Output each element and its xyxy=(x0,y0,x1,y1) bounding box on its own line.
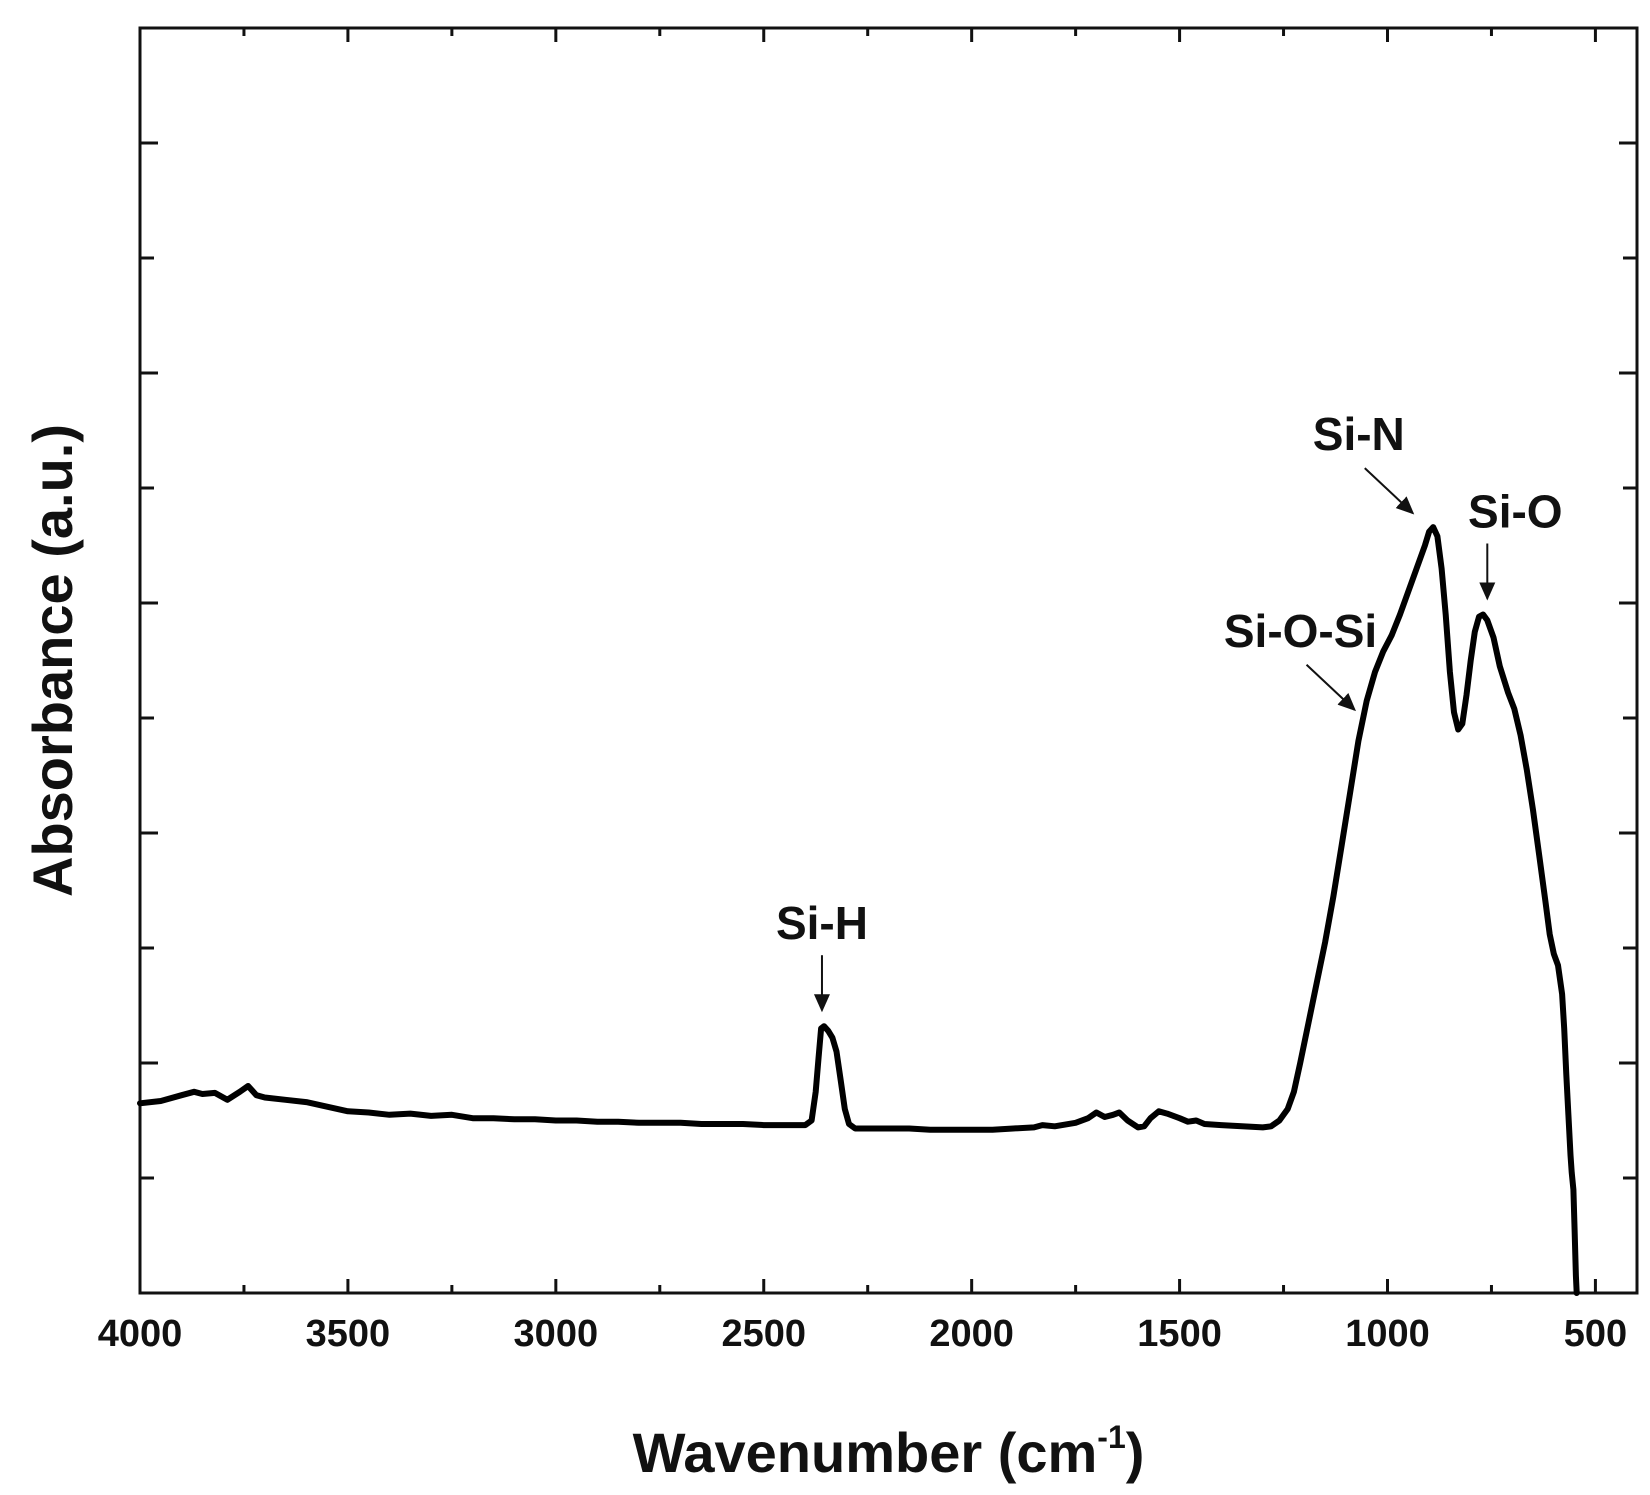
axis-ticks xyxy=(138,28,1637,1293)
x-tick-labels: 4000 3500 3000 2500 2000 1500 1000 500 xyxy=(98,1313,1627,1355)
annotation-label: Si-O-Si xyxy=(1224,605,1377,657)
x-tick-label: 1000 xyxy=(1345,1313,1430,1355)
annotation-label: Si-N xyxy=(1313,408,1405,460)
peak-annotations: Si-H Si-O-Si Si-N Si-O xyxy=(776,408,1563,1013)
x-axis-title-superscript: -1 xyxy=(1097,1419,1125,1455)
x-tick-label: 2500 xyxy=(721,1313,806,1355)
x-axis-title-end: ) xyxy=(1126,1421,1145,1484)
spectrum-line xyxy=(137,524,1580,1296)
y-axis-title: Absorbance (a.u.) xyxy=(21,424,84,897)
annotation-arrow xyxy=(1364,467,1415,515)
x-tick-label: 1500 xyxy=(1137,1313,1222,1355)
annotation-si-n: Si-N xyxy=(1313,408,1415,515)
annotation-si-h: Si-H xyxy=(776,897,868,1013)
annotation-si-o-si: Si-O-Si xyxy=(1224,605,1377,712)
x-axis-title: Wavenumber (cm-1) xyxy=(633,1419,1145,1484)
x-tick-label: 3500 xyxy=(306,1313,391,1355)
x-axis-title-main: Wavenumber (cm xyxy=(633,1421,1098,1484)
spectrum-series xyxy=(137,524,1580,1296)
axis-titles: Wavenumber (cm-1) Absorbance (a.u.) xyxy=(21,424,1144,1484)
x-tick-label: 3000 xyxy=(514,1313,599,1355)
plot-frame xyxy=(138,26,1639,1295)
annotation-label: Si-O xyxy=(1468,486,1563,538)
plot-border xyxy=(138,26,1639,1295)
x-tick-label: 4000 xyxy=(98,1313,183,1355)
annotation-arrow xyxy=(1305,664,1357,712)
annotation-si-o: Si-O xyxy=(1468,486,1563,601)
x-tick-label: 2000 xyxy=(929,1313,1014,1355)
x-tick-label: 500 xyxy=(1564,1313,1627,1355)
annotation-label: Si-H xyxy=(776,897,868,949)
